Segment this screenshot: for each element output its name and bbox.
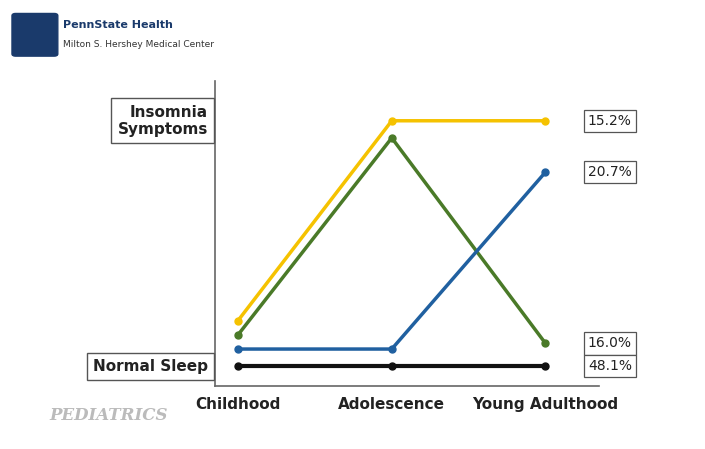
- Text: 15.2%: 15.2%: [588, 114, 632, 128]
- Text: Normal Sleep: Normal Sleep: [93, 359, 208, 374]
- Text: 20.7%: 20.7%: [588, 165, 632, 179]
- Text: PEDIATRICS: PEDIATRICS: [49, 407, 168, 424]
- Text: PennState Health: PennState Health: [63, 20, 173, 30]
- Text: Milton S. Hershey Medical Center: Milton S. Hershey Medical Center: [63, 40, 214, 49]
- Text: 48.1%: 48.1%: [588, 359, 632, 373]
- Text: Insomnia
Symptoms: Insomnia Symptoms: [118, 105, 208, 137]
- Text: 16.0%: 16.0%: [588, 336, 632, 350]
